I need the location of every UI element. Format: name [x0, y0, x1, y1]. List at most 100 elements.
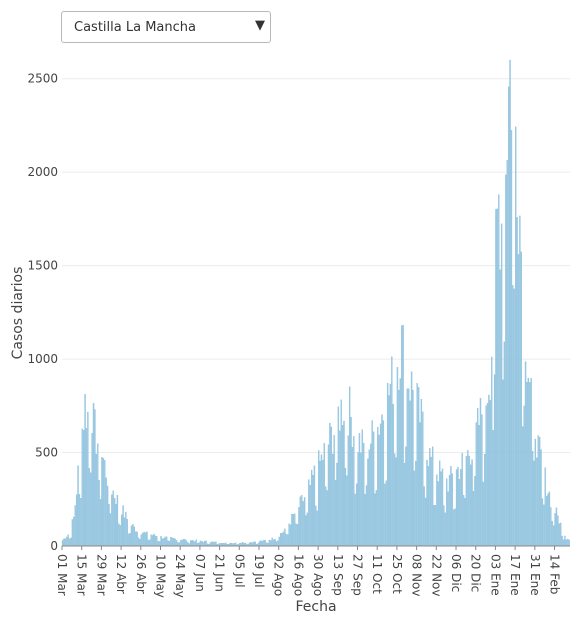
- bar: [156, 536, 158, 547]
- bar: [429, 448, 431, 547]
- bar: [178, 542, 181, 547]
- bar: [471, 459, 473, 547]
- bar: [446, 478, 448, 547]
- x-tick-label: 12 Abr: [114, 554, 128, 594]
- bar: [115, 504, 117, 547]
- bar: [443, 505, 445, 547]
- bar: [499, 269, 501, 547]
- bar: [545, 496, 548, 547]
- bar: [488, 394, 490, 547]
- bar: [358, 433, 361, 547]
- bar: [427, 466, 430, 547]
- bar: [441, 468, 444, 547]
- bar: [251, 542, 254, 547]
- y-tick-label: 1000: [27, 352, 58, 366]
- bar: [315, 505, 317, 547]
- bar: [454, 508, 456, 547]
- bar: [344, 467, 347, 547]
- bar: [242, 542, 244, 547]
- bar: [260, 540, 262, 547]
- x-axis-ticks: 01 Mar 15 Mar 29 Mar 12 Abr 26 Abr 10 May 24 M…: [55, 546, 562, 598]
- bar: [164, 536, 166, 547]
- bar: [396, 367, 399, 547]
- bar: [475, 422, 477, 547]
- bar: [516, 217, 518, 547]
- bar: [277, 540, 279, 547]
- bar: [189, 540, 192, 547]
- bar: [436, 474, 438, 547]
- y-tick-label: 1500: [27, 259, 58, 273]
- bar: [368, 449, 370, 547]
- x-tick-label: 26 Abr: [134, 554, 148, 594]
- bar: [562, 539, 565, 547]
- bar: [419, 422, 421, 547]
- bar: [377, 427, 379, 547]
- bar: [356, 483, 358, 547]
- bar: [540, 449, 542, 547]
- bar: [350, 417, 352, 547]
- chart-bars: [61, 59, 570, 547]
- bar: [416, 383, 418, 547]
- bar: [87, 411, 89, 547]
- bar: [361, 429, 363, 547]
- x-tick-label: 03 Ene: [488, 554, 502, 596]
- x-tick-label: 13 Sep: [331, 554, 345, 596]
- bar: [295, 523, 297, 547]
- bar: [91, 433, 93, 547]
- x-tick-label: 06 Dic: [449, 554, 463, 592]
- bar: [318, 450, 320, 547]
- bar: [489, 400, 492, 547]
- bar: [372, 431, 375, 547]
- bar: [433, 505, 435, 547]
- bar: [469, 464, 472, 547]
- bar: [448, 475, 451, 547]
- bar: [389, 384, 392, 547]
- bar: [298, 507, 300, 547]
- bar: [357, 452, 359, 547]
- bar: [263, 539, 265, 547]
- bar: [75, 494, 78, 547]
- bar: [264, 540, 266, 547]
- y-axis-title: Casos diarios: [10, 267, 26, 360]
- bar: [506, 160, 508, 547]
- bar: [125, 511, 127, 547]
- bar: [524, 361, 527, 547]
- bar: [153, 533, 155, 547]
- bar: [215, 541, 217, 547]
- bar: [171, 537, 173, 547]
- bar: [371, 420, 373, 547]
- bar: [202, 541, 204, 547]
- bar: [363, 442, 365, 547]
- region-select[interactable]: Castilla La Mancha ▼: [61, 11, 271, 43]
- chart-gridlines: [62, 78, 570, 454]
- bar: [192, 540, 195, 547]
- bar: [424, 497, 427, 547]
- bar: [97, 443, 99, 547]
- bar: [462, 495, 465, 547]
- x-axis-title: Fecha: [295, 599, 336, 615]
- bar: [281, 533, 283, 547]
- bar: [133, 526, 135, 547]
- bar: [161, 538, 164, 547]
- bar: [437, 481, 439, 547]
- bar: [209, 542, 211, 547]
- bar: [184, 539, 186, 547]
- bar: [70, 537, 72, 547]
- bar: [67, 534, 69, 547]
- bar: [485, 405, 487, 547]
- bar: [135, 531, 137, 547]
- bar: [78, 494, 81, 547]
- bar: [464, 498, 466, 547]
- bar: [306, 512, 309, 547]
- bar: [548, 491, 551, 547]
- bar: [406, 388, 408, 547]
- bar: [144, 532, 147, 547]
- region-select-value: Castilla La Mancha: [74, 20, 196, 35]
- x-tick-label: 11 Oct: [370, 554, 384, 594]
- x-tick-label: 14 Feb: [548, 554, 562, 594]
- bar: [299, 496, 302, 547]
- bar: [177, 542, 179, 547]
- bar: [520, 251, 522, 547]
- bar: [310, 469, 313, 547]
- bar: [336, 462, 338, 547]
